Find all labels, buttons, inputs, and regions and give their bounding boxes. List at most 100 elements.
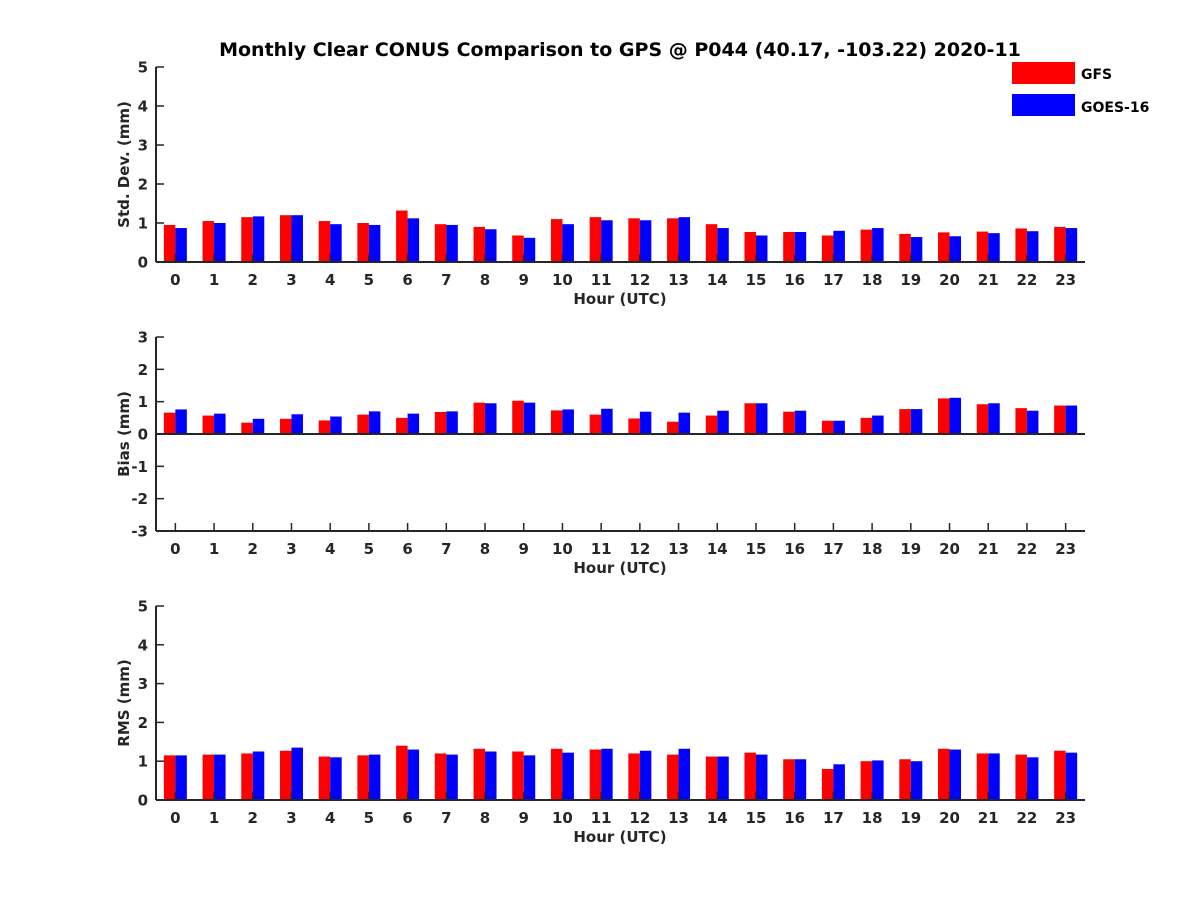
bar-rms-goes16-23	[1065, 752, 1078, 800]
bar-rms-gfs-4	[318, 756, 331, 800]
bar-bias-gfs-5	[357, 414, 369, 434]
bar-std-gfs-20	[938, 232, 950, 262]
x-tick-label-bias-0: 0	[170, 540, 180, 558]
bar-bias-goes16-3	[291, 414, 303, 434]
y-tick-label-std-1: 1	[138, 215, 148, 233]
bar-bias-gfs-21	[976, 404, 989, 434]
x-tick-label-rms-20: 20	[939, 809, 960, 827]
bar-std-gfs-22	[1015, 228, 1027, 262]
bar-rms-gfs-7	[434, 753, 447, 800]
x-tick-label-std-20: 20	[939, 271, 960, 289]
bar-std-gfs-7	[434, 224, 447, 262]
bar-std-gfs-10	[550, 219, 563, 262]
bar-std-goes16-23	[1065, 228, 1078, 262]
y-tick-label-rms-0: 0	[138, 792, 148, 810]
y-tick-label-std-5: 5	[138, 59, 148, 77]
x-tick-label-bias-9: 9	[519, 540, 529, 558]
bar-rms-gfs-14	[705, 756, 718, 800]
y-tick-label-rms-1: 1	[138, 753, 148, 771]
bar-std-goes16-2	[252, 216, 265, 262]
bar-rms-gfs-19	[899, 759, 911, 800]
bar-bias-goes16-22	[1026, 410, 1039, 434]
bar-rms-goes16-14	[717, 756, 729, 800]
bar-std-gfs-16	[783, 231, 795, 262]
y-tick-label-bias--1: -1	[131, 458, 148, 476]
bar-rms-goes16-7	[446, 754, 458, 800]
y-tick-label-bias-3: 3	[138, 329, 148, 347]
bar-bias-goes16-5	[368, 411, 381, 434]
x-tick-label-bias-15: 15	[746, 540, 767, 558]
bar-bias-goes16-21	[988, 403, 1000, 434]
bar-std-goes16-17	[833, 230, 845, 262]
bar-rms-gfs-17	[821, 768, 834, 800]
bar-bias-goes16-23	[1065, 405, 1078, 434]
x-tick-label-std-1: 1	[209, 271, 219, 289]
x-tick-label-rms-18: 18	[862, 809, 883, 827]
x-tick-label-bias-17: 17	[823, 540, 844, 558]
bar-rms-goes16-15	[755, 754, 768, 800]
bar-bias-gfs-22	[1015, 408, 1027, 434]
bar-std-gfs-23	[1054, 226, 1066, 262]
bar-rms-goes16-17	[833, 764, 845, 800]
x-tick-label-std-13: 13	[668, 271, 689, 289]
bar-std-gfs-18	[860, 229, 873, 262]
bar-std-goes16-21	[988, 233, 1000, 262]
bar-std-gfs-17	[821, 235, 834, 262]
x-tick-label-std-9: 9	[519, 271, 529, 289]
bar-bias-gfs-16	[783, 411, 795, 434]
legend: GFS GOES-16	[1012, 62, 1149, 116]
y-tick-label-rms-5: 5	[138, 598, 148, 616]
legend-label-gfs: GFS	[1081, 67, 1112, 83]
bar-rms-gfs-5	[357, 755, 369, 800]
bar-rms-goes16-8	[485, 751, 497, 800]
bar-std-gfs-19	[899, 233, 911, 262]
x-tick-label-rms-17: 17	[823, 809, 844, 827]
bar-rms-gfs-23	[1054, 750, 1066, 800]
bar-std-gfs-21	[976, 231, 989, 262]
x-tick-label-bias-23: 23	[1055, 540, 1076, 558]
x-tick-label-bias-8: 8	[480, 540, 490, 558]
bar-bias-gfs-4	[318, 420, 331, 434]
bar-std-goes16-5	[368, 224, 381, 262]
bar-std-goes16-12	[639, 220, 652, 262]
x-tick-label-bias-4: 4	[325, 540, 335, 558]
bar-bias-gfs-2	[241, 422, 253, 434]
y-tick-label-std-3: 3	[138, 137, 148, 155]
x-tick-label-std-7: 7	[441, 271, 451, 289]
x-tick-label-rms-23: 23	[1055, 809, 1076, 827]
x-tick-label-bias-22: 22	[1017, 540, 1038, 558]
bar-std-goes16-19	[910, 237, 923, 262]
x-tick-label-bias-21: 21	[978, 540, 999, 558]
bar-bias-gfs-0	[163, 412, 176, 434]
bar-rms-goes16-4	[330, 757, 342, 800]
bar-bias-gfs-12	[628, 418, 640, 434]
bar-bias-gfs-3	[279, 418, 292, 434]
x-axis-label-bias: Hour (UTC)	[573, 559, 666, 577]
bar-std-gfs-3	[279, 215, 292, 262]
x-tick-label-rms-2: 2	[248, 809, 258, 827]
bar-bias-gfs-10	[550, 410, 563, 434]
x-tick-label-std-22: 22	[1017, 271, 1038, 289]
bar-bias-gfs-23	[1054, 405, 1066, 434]
bar-rms-gfs-8	[473, 748, 486, 800]
bar-std-goes16-0	[175, 228, 187, 262]
bar-rms-gfs-15	[744, 752, 756, 800]
x-tick-label-rms-6: 6	[402, 809, 412, 827]
x-tick-label-rms-9: 9	[519, 809, 529, 827]
bar-bias-goes16-12	[639, 411, 652, 434]
bar-rms-gfs-16	[783, 759, 795, 800]
bar-bias-gfs-14	[705, 415, 718, 434]
bar-rms-goes16-13	[678, 748, 691, 800]
bar-rms-goes16-18	[872, 760, 884, 800]
bar-rms-gfs-21	[976, 753, 989, 800]
x-tick-label-rms-16: 16	[784, 809, 805, 827]
bar-bias-gfs-7	[434, 412, 447, 434]
bar-bias-gfs-19	[899, 409, 911, 434]
bar-rms-goes16-0	[175, 755, 187, 800]
y-tick-label-rms-3: 3	[138, 675, 148, 693]
x-axis-label-rms: Hour (UTC)	[573, 828, 666, 846]
bar-bias-gfs-18	[860, 417, 873, 434]
